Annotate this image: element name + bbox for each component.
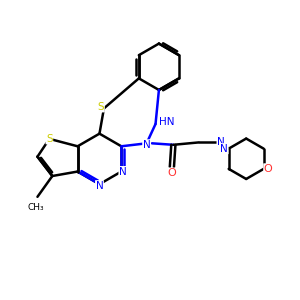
- Text: O: O: [264, 164, 272, 174]
- Text: S: S: [46, 134, 53, 144]
- Text: N: N: [119, 167, 127, 176]
- Text: N: N: [143, 140, 151, 150]
- Text: CH₃: CH₃: [28, 203, 44, 212]
- Text: S: S: [98, 102, 104, 112]
- Text: N: N: [96, 181, 103, 191]
- Text: N: N: [217, 137, 225, 147]
- Text: O: O: [167, 168, 176, 178]
- Text: HN: HN: [159, 117, 175, 127]
- Text: N: N: [220, 144, 228, 154]
